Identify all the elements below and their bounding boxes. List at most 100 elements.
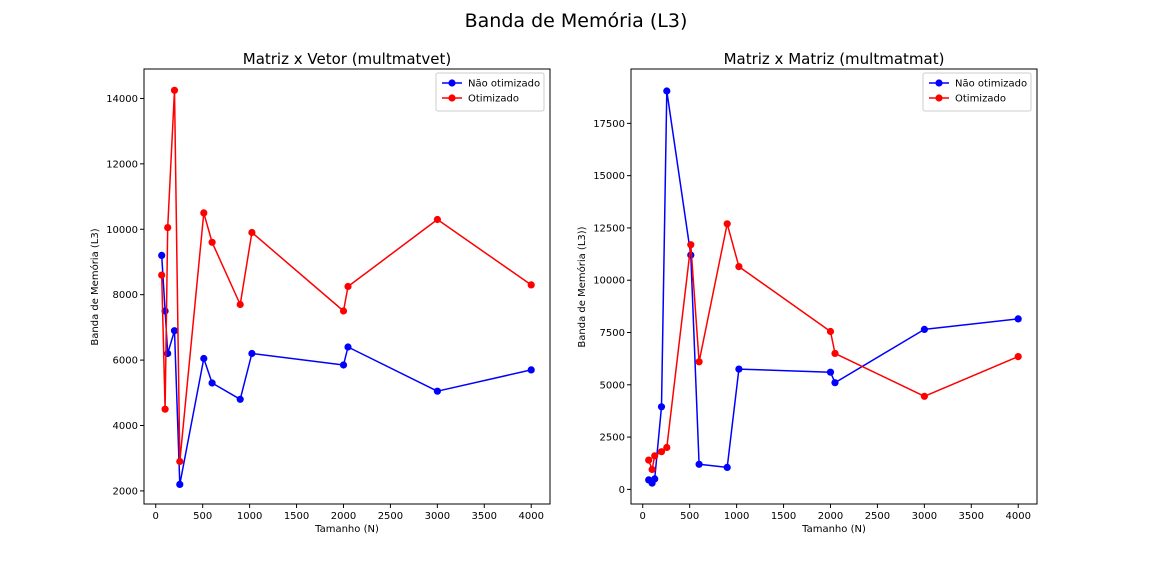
- y-tick-label: 12500: [593, 223, 625, 234]
- legend-marker: [448, 79, 456, 87]
- data-point: [208, 379, 216, 387]
- x-tick-label: 3000: [912, 511, 937, 522]
- data-point: [826, 327, 835, 336]
- legend-label: Não otimizado: [955, 79, 1027, 90]
- data-point: [170, 86, 179, 94]
- data-point: [200, 209, 208, 217]
- y-tick-label: 8000: [113, 290, 138, 301]
- chart-right: Matriz x Matriz (multmatmat) 0 500 1000 150…: [576, 50, 1038, 535]
- x-tick-label: 0: [153, 511, 159, 522]
- data-point: [339, 307, 348, 315]
- data-point: [208, 238, 216, 246]
- x-tick-label: 2500: [865, 511, 890, 522]
- data-point: [158, 251, 166, 259]
- data-point: [695, 460, 703, 468]
- data-point: [826, 368, 835, 376]
- data-point: [657, 448, 666, 456]
- y-axis-label: Banda de Memória (L3): [89, 228, 101, 345]
- x-tick-label: 1000: [237, 511, 262, 522]
- x-tick-label: 2000: [331, 511, 356, 522]
- data-point: [433, 387, 441, 395]
- y-axis-label: Banda de Memória (L3)): [576, 226, 588, 347]
- x-tick-label: 3500: [959, 511, 984, 522]
- x-tick-label: 4000: [518, 511, 543, 522]
- data-point: [687, 241, 695, 249]
- data-point: [176, 480, 184, 488]
- data-point: [648, 465, 656, 474]
- data-point: [831, 379, 839, 387]
- data-point: [657, 403, 666, 411]
- data-point: [176, 457, 184, 466]
- x-tick-label: 1500: [771, 511, 796, 522]
- y-tick-label: 5000: [600, 380, 625, 391]
- legend: Não otimizado Otimizado: [922, 72, 1032, 112]
- legend-marker: [935, 79, 943, 87]
- legend-marker: [935, 94, 943, 102]
- data-point: [170, 327, 179, 335]
- plot-area: 0 500 1000 1500 2000 2500 3000 3500 4000 0 2500 500…: [593, 68, 1038, 522]
- y-tick-label: 10000: [106, 225, 138, 236]
- data-point: [735, 365, 743, 373]
- data-point: [723, 463, 731, 471]
- legend-label: Não otimizado: [468, 79, 540, 90]
- data-point: [433, 215, 441, 224]
- data-point: [663, 443, 671, 452]
- data-point: [344, 343, 352, 351]
- series-line: [160, 89, 532, 463]
- y-tick-label: 7500: [600, 328, 625, 339]
- y-tick-label: 4000: [113, 421, 138, 432]
- legend-label: Otimizado: [468, 94, 519, 105]
- x-tick-label: 1500: [284, 511, 309, 522]
- legend-marker: [448, 94, 456, 102]
- series-line: [160, 255, 532, 486]
- chart-title: Matriz x Vetor (multmatvet): [243, 50, 452, 68]
- series-line: [648, 90, 1019, 484]
- legend-box: [922, 72, 1032, 112]
- x-tick-label: 2000: [818, 511, 843, 522]
- legend-box: [435, 72, 545, 112]
- x-tick-label: 1000: [724, 511, 749, 522]
- x-tick-label: 3000: [425, 511, 450, 522]
- y-tick-label: 12000: [106, 159, 138, 170]
- axes-frame: [630, 68, 1038, 505]
- y-tick-label: 0: [619, 485, 625, 496]
- legend: Não otimizado Otimizado: [435, 72, 545, 112]
- plot-area: 0 500 1000 1500 2000 2500 3000 3500 4000 2000 4000…: [106, 68, 551, 522]
- y-tick-label: 14000: [106, 94, 138, 105]
- data-point: [663, 87, 671, 95]
- data-point: [1014, 353, 1022, 361]
- data-point: [645, 456, 653, 464]
- data-point: [161, 405, 169, 413]
- data-point: [920, 392, 929, 400]
- chart-left: Matriz x Vetor (multmatvet) 0 500 1000 1500…: [89, 50, 551, 535]
- series-line: [647, 223, 1019, 471]
- legend-label: Otimizado: [955, 94, 1006, 105]
- data-point: [236, 300, 244, 309]
- x-tick-label: 2500: [378, 511, 403, 522]
- data-point: [735, 263, 743, 271]
- data-point: [651, 452, 659, 460]
- data-point: [164, 224, 172, 232]
- data-point: [236, 395, 244, 403]
- data-point: [695, 358, 703, 366]
- y-tick-label: 6000: [113, 356, 138, 367]
- data-point: [1014, 315, 1022, 323]
- y-tick-label: 2000: [113, 486, 138, 497]
- y-tick-label: 2500: [600, 433, 625, 444]
- data-point: [651, 475, 659, 483]
- data-point: [339, 361, 348, 369]
- data-point: [723, 220, 731, 228]
- data-point: [200, 354, 208, 363]
- x-tick-label: 500: [680, 511, 699, 522]
- y-tick-label: 15000: [593, 171, 625, 182]
- y-tick-label: 10000: [593, 276, 625, 287]
- data-point: [527, 366, 535, 374]
- x-tick-label: 4000: [1005, 511, 1030, 522]
- x-axis-label: Tamanho (N): [314, 524, 379, 535]
- x-axis-label: Tamanho (N): [801, 524, 866, 535]
- data-point: [248, 349, 256, 358]
- chart-title: Matriz x Matriz (multmatmat): [724, 50, 945, 68]
- data-point: [248, 228, 256, 237]
- figure-suptitle: Banda de Memória (L3): [465, 10, 688, 32]
